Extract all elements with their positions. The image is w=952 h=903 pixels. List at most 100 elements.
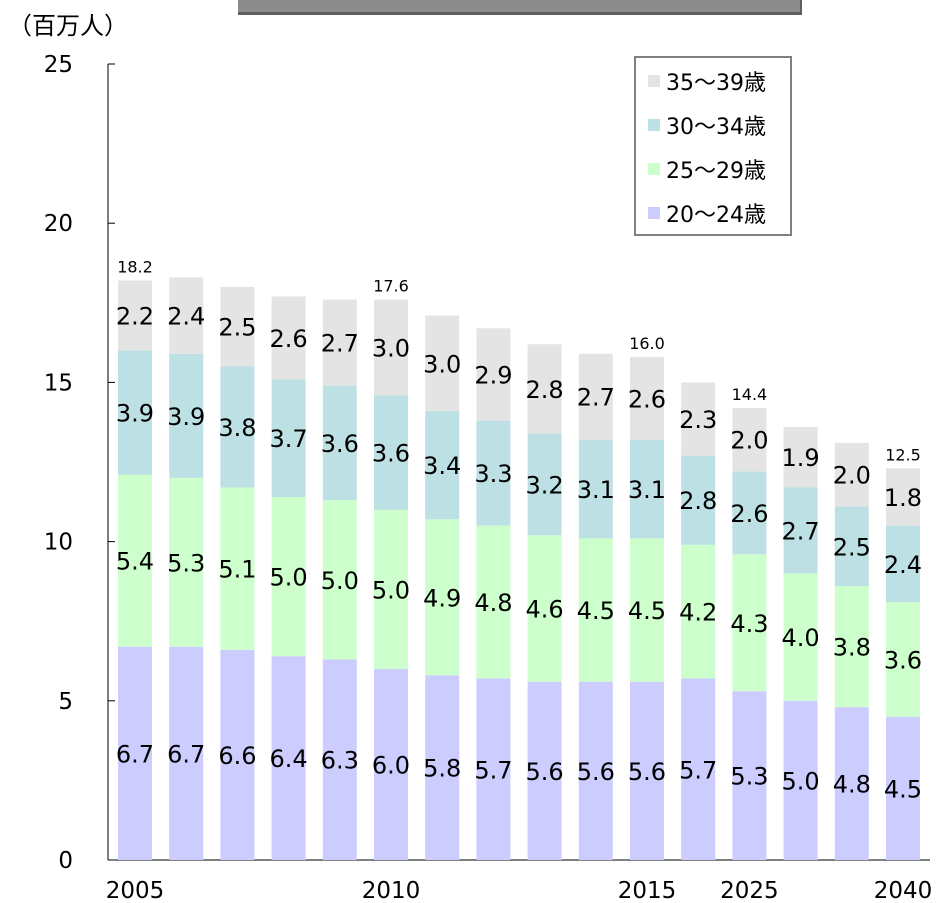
data-label: 1.9 (782, 444, 820, 472)
legend-item-20-24: 20〜24歳 (648, 198, 766, 228)
bar-segment (783, 426, 818, 488)
legend-item-30-34: 30〜34歳 (648, 110, 766, 140)
data-label: 3.1 (577, 476, 615, 504)
bar-segment (732, 554, 767, 692)
bar-segment (169, 477, 204, 647)
bar-segment (476, 678, 511, 860)
bar-segment (118, 280, 152, 351)
legend-swatch-20-24 (648, 207, 660, 219)
total-label: 14.4 (732, 385, 768, 404)
data-label: 3.0 (423, 350, 461, 378)
data-label: 2.7 (321, 330, 359, 358)
bar-segment (783, 573, 818, 701)
legend-label-30-34: 30〜34歳 (666, 115, 766, 140)
data-label: 4.5 (628, 597, 666, 625)
y-tick-label: 15 (44, 370, 73, 396)
bar-segment (886, 525, 920, 603)
data-label: 3.6 (321, 430, 359, 458)
x-tick-label: 2010 (362, 878, 421, 903)
bar-segment (783, 700, 818, 860)
x-tick-label: 2015 (618, 878, 677, 903)
bar-segment (425, 315, 460, 412)
data-label: 2.3 (679, 406, 717, 434)
data-label: 4.9 (423, 584, 461, 612)
bar-segment (374, 395, 408, 510)
bar-segment (834, 442, 869, 507)
y-tick-label: 20 (44, 211, 73, 237)
bar-segment (322, 299, 357, 386)
data-label: 5.6 (628, 758, 666, 786)
data-label: 3.8 (833, 634, 871, 662)
data-label: 5.1 (218, 556, 256, 584)
data-label: 5.4 (116, 548, 154, 576)
legend-item-35-39: 35〜39歳 (648, 66, 766, 96)
data-label: 3.9 (116, 400, 154, 428)
data-label: 2.2 (116, 303, 154, 331)
legend-swatch-25-29 (648, 163, 660, 175)
y-axis-unit-label: （百万人） (8, 12, 128, 40)
data-label: 4.6 (526, 595, 564, 623)
bar-segment (834, 506, 869, 587)
data-label: 2.6 (270, 325, 308, 353)
data-label: 6.7 (167, 740, 205, 768)
data-label: 6.6 (218, 742, 256, 770)
x-tick-label: 2005 (106, 878, 165, 903)
data-label: 6.3 (321, 747, 359, 775)
legend-label-35-39: 35〜39歳 (666, 71, 766, 96)
bar-segment (271, 497, 306, 657)
data-label: 3.1 (628, 476, 666, 504)
data-label: 6.7 (116, 740, 154, 768)
bar-segment (886, 602, 920, 717)
legend-label-20-24: 20〜24歳 (666, 203, 766, 228)
bar-segment (374, 509, 408, 669)
bar-segment (271, 296, 306, 380)
bar-segment (732, 407, 767, 472)
legend-item-25-29: 25〜29歳 (648, 154, 766, 184)
data-label: 2.8 (679, 487, 717, 515)
data-label: 4.3 (730, 610, 768, 638)
bar-segment (271, 656, 306, 860)
bar-segment (374, 668, 408, 860)
bar-segment (220, 286, 255, 367)
data-label: 2.0 (833, 462, 871, 490)
data-label: 2.0 (730, 427, 768, 455)
bar-segment (578, 439, 613, 539)
data-label: 2.4 (884, 551, 922, 579)
data-label: 4.2 (679, 599, 717, 627)
data-label: 3.0 (372, 334, 410, 362)
bar-segment (476, 525, 511, 679)
bar-segment (630, 439, 664, 539)
total-label: 18.2 (117, 258, 153, 277)
bar-segment (681, 455, 716, 545)
bar-segment (220, 649, 255, 860)
bar-segment (783, 487, 818, 574)
bar-segment (425, 411, 460, 520)
data-label: 1.8 (884, 484, 922, 512)
bar-segment (527, 535, 562, 682)
bar-segment (578, 681, 613, 860)
data-label: 6.0 (372, 751, 410, 779)
bar-segment (118, 350, 152, 475)
bar-segment (169, 646, 204, 860)
bar-segment (118, 474, 152, 647)
bar-segment (271, 379, 306, 498)
bar-segment (630, 356, 664, 440)
data-label: 4.5 (577, 597, 615, 625)
data-label: 3.3 (474, 460, 512, 488)
data-label: 3.4 (423, 452, 461, 480)
bar-segment (834, 707, 869, 860)
x-tick-label: 2040 (874, 878, 933, 903)
x-tick-label: 2025 (720, 878, 779, 903)
data-label: 2.5 (218, 314, 256, 342)
bar-segment (527, 681, 562, 860)
bar-segment (732, 471, 767, 555)
data-label: 5.0 (321, 567, 359, 595)
data-label: 2.8 (526, 376, 564, 404)
total-label: 16.0 (629, 334, 665, 353)
y-tick-label: 0 (58, 848, 73, 874)
data-label: 5.6 (526, 758, 564, 786)
data-label: 2.6 (730, 500, 768, 528)
bar-segment (886, 716, 920, 860)
bar-segment (834, 586, 869, 708)
data-label: 4.5 (884, 775, 922, 803)
